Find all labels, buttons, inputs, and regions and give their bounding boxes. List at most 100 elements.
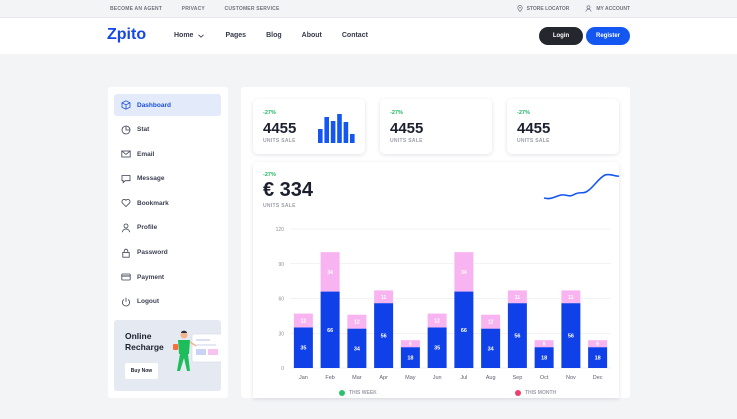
heart-icon: [121, 198, 131, 208]
nav-home[interactable]: Home: [174, 32, 205, 39]
message-icon: [121, 174, 131, 184]
mail-icon: [121, 149, 131, 159]
sidebar-item-label: Password: [137, 249, 168, 257]
stat-card-1: -27% 4455 UNITS SALE: [253, 99, 365, 154]
mini-bar: [350, 134, 355, 143]
bar-value-label: 56: [568, 334, 574, 340]
sidebar-item-message[interactable]: Message: [114, 168, 221, 190]
promo-banner: Online Recharge Buy Now: [114, 320, 221, 391]
legend-dot-month: [515, 390, 521, 396]
legend-this-week[interactable]: THIS WEEK: [339, 390, 377, 396]
bar-this-month: [400, 340, 420, 348]
x-tick-label: Jul: [460, 375, 467, 381]
x-tick-label: Mar: [352, 375, 362, 381]
stat-change: -27%: [390, 110, 403, 116]
customer-service-link[interactable]: CUSTOMER SERVICE: [224, 6, 280, 12]
bar-value-label: 11: [515, 295, 521, 301]
stat-card-2: -27% 4455 UNITS SALE: [380, 99, 492, 154]
bar-this-week: [400, 347, 420, 368]
sidebar-item-logout[interactable]: Logout: [114, 291, 221, 313]
cube-icon: [121, 100, 131, 110]
nav-contact[interactable]: Contact: [341, 32, 368, 39]
bar-value-label: 35: [434, 346, 440, 352]
stat-label: UNITS SALE: [517, 138, 550, 144]
store-locator-link[interactable]: STORE LOCATOR: [517, 5, 570, 12]
summary-change: -27%: [263, 172, 276, 178]
my-account-link[interactable]: MY ACCOUNT: [585, 5, 630, 12]
nav-blog[interactable]: Blog: [266, 32, 282, 39]
pie-icon: [121, 125, 131, 135]
bar-value-label: 34: [461, 270, 467, 276]
dashboard-panel: -27% 4455 UNITS SALE -27% 4455 UNITS SAL…: [241, 87, 630, 398]
nav-pages[interactable]: Pages: [225, 32, 247, 39]
summary-label: UNITS SALE: [263, 203, 296, 209]
mini-bar: [343, 122, 349, 143]
logo[interactable]: Zpito: [107, 26, 147, 43]
bar-value-label: 34: [488, 346, 495, 352]
bar-value-label: 66: [461, 328, 467, 334]
bar-value-label: 56: [381, 334, 387, 340]
x-tick-label: Jan: [299, 375, 308, 381]
utility-bar: BECOME AN AGENT PRIVACY CUSTOMER SERVICE…: [0, 0, 737, 18]
bar-this-month: [293, 313, 313, 328]
x-tick-label: Feb: [325, 375, 334, 381]
user-icon: [121, 223, 131, 233]
x-tick-label: Apr: [379, 375, 388, 381]
bar-this-week: [561, 303, 581, 368]
bar-this-week: [534, 347, 554, 368]
mini-bar: [330, 121, 336, 143]
become-agent-link[interactable]: BECOME AN AGENT: [110, 6, 163, 12]
location-pin-icon: [517, 5, 523, 12]
bar-this-month: [347, 314, 367, 329]
y-tick-label: 30: [278, 331, 284, 337]
privacy-link[interactable]: PRIVACY: [181, 6, 205, 12]
x-tick-label: Dec: [593, 375, 603, 381]
sidebar-item-profile[interactable]: Profile: [114, 217, 221, 239]
legend-this-month[interactable]: THIS MONTH: [515, 390, 556, 396]
sales-chart-card: -27% € 334 UNITS SALE 0 30 60 90 120 35 12 Jan 6…: [253, 162, 620, 398]
mini-bar: [324, 117, 329, 143]
legend-dot-week: [339, 390, 345, 396]
bar-value-label: 18: [407, 356, 413, 362]
stat-value: 4455: [517, 120, 551, 137]
stat-label: UNITS SALE: [390, 138, 423, 144]
sidebar-item-label: Logout: [137, 298, 160, 306]
x-tick-label: Aug: [486, 375, 496, 381]
sidebar-item-dashboard[interactable]: Dashboard: [114, 94, 221, 116]
bar-this-month: [561, 290, 581, 304]
sidebar-item-password[interactable]: Password: [114, 242, 221, 264]
x-tick-label: Jun: [433, 375, 442, 381]
register-button[interactable]: Register: [586, 27, 630, 45]
bar-this-month: [320, 252, 340, 292]
sidebar-item-email[interactable]: Email: [114, 143, 221, 165]
bar-value-label: 35: [300, 346, 306, 352]
x-tick-label: Sep: [512, 375, 522, 381]
sidebar-item-payment[interactable]: Payment: [114, 266, 221, 288]
bar-this-week: [293, 327, 313, 368]
stat-card-3: -27% 4455 UNITS SALE: [507, 99, 619, 154]
recharge-illustration-icon: [173, 330, 221, 371]
bar-this-week: [588, 347, 608, 368]
mini-bar-chart: [318, 114, 355, 143]
bar-this-month: [588, 340, 608, 348]
store-locator-label: STORE LOCATOR: [526, 5, 570, 12]
x-tick-label: May: [405, 375, 416, 381]
buy-now-button[interactable]: Buy Now: [125, 363, 158, 379]
bar-value-label: 56: [514, 334, 520, 340]
site-header: Zpito Home Pages Blog About Contact Logi…: [0, 18, 737, 54]
promo-title: Online Recharge: [125, 331, 164, 353]
utility-links: BECOME AN AGENT PRIVACY CUSTOMER SERVICE: [110, 6, 298, 12]
user-icon: [585, 5, 592, 12]
bar-this-week: [320, 291, 340, 368]
promo-title-line-2: Recharge: [125, 342, 164, 352]
login-button[interactable]: Login: [539, 27, 583, 45]
nav-about[interactable]: About: [301, 32, 322, 39]
bar-value-label: 12: [434, 319, 440, 325]
bar-value-label: 18: [595, 356, 601, 362]
bar-value-label: 34: [327, 270, 333, 276]
bar-this-week: [454, 291, 474, 368]
card-icon: [121, 272, 131, 282]
sidebar-item-stat[interactable]: Stat: [114, 119, 221, 141]
sidebar-item-bookmark[interactable]: Bookmark: [114, 192, 221, 214]
bar-value-label: 6: [409, 342, 412, 348]
